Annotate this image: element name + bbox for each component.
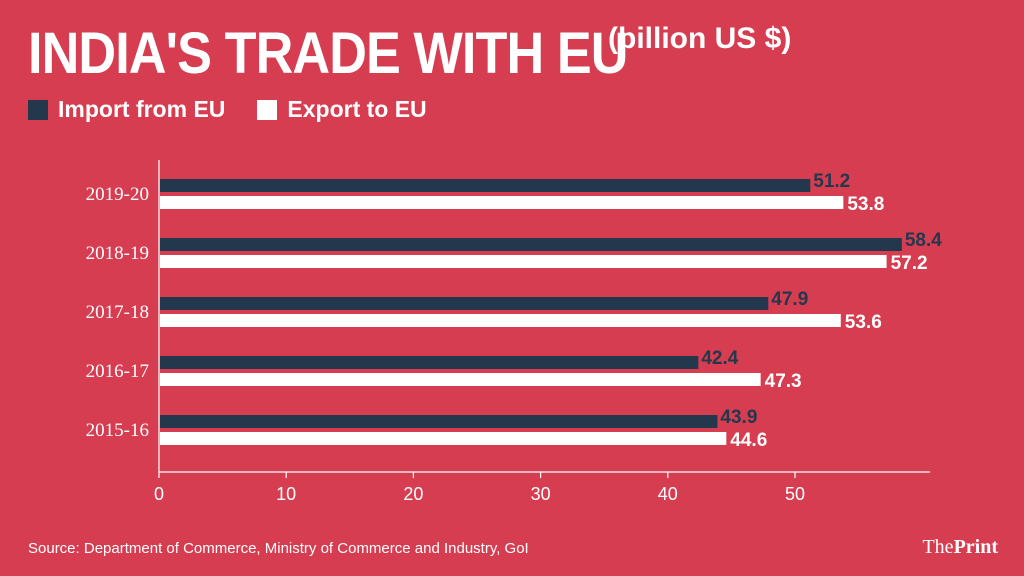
bar-import — [160, 238, 902, 251]
x-tick-label: 0 — [154, 484, 164, 504]
data-label-export: 53.8 — [847, 194, 884, 215]
bar-import — [160, 297, 769, 310]
x-tick-label: 10 — [276, 484, 296, 504]
bar-import — [160, 179, 811, 192]
legend-label-export: Export to EU — [287, 96, 427, 122]
category-label: 2018-19 — [86, 243, 149, 264]
data-label-import: 43.9 — [720, 407, 757, 428]
legend: Import from EU Export to EU — [28, 96, 459, 123]
data-label-export: 47.3 — [765, 371, 802, 392]
x-tick-label: 20 — [403, 484, 423, 504]
category-label: 2015-16 — [86, 420, 149, 441]
x-tick-label: 30 — [531, 484, 551, 504]
bar-export — [160, 432, 727, 445]
bar-export — [160, 314, 841, 327]
legend-swatch-import — [28, 99, 48, 120]
chart-title-row: INDIA'S TRADE WITH EU — [28, 20, 694, 87]
data-label-export: 57.2 — [891, 253, 928, 274]
bar-import — [160, 356, 699, 369]
data-label-import: 51.2 — [813, 171, 850, 192]
source-note: Source: Department of Commerce, Ministry… — [28, 540, 529, 557]
bar-export — [160, 196, 844, 209]
chart-unit: (billion US $) — [608, 22, 792, 55]
category-label: 2019-20 — [86, 184, 149, 205]
bar-export — [160, 255, 887, 268]
legend-item-import: Import from EU — [28, 96, 225, 123]
bar-export — [160, 373, 761, 386]
brand-logo: ThePrint — [922, 536, 998, 559]
data-label-import: 58.4 — [905, 230, 942, 251]
bar-import — [160, 415, 718, 428]
data-label-export: 44.6 — [730, 430, 767, 451]
legend-item-export: Export to EU — [257, 96, 427, 123]
brand-print: Print — [953, 536, 998, 558]
category-label: 2017-18 — [86, 302, 149, 323]
category-label: 2016-17 — [86, 361, 149, 382]
data-label-import: 42.4 — [701, 348, 738, 369]
x-tick-label: 40 — [658, 484, 678, 504]
x-tick-label: 50 — [785, 484, 805, 504]
data-label-import: 47.9 — [771, 289, 808, 310]
brand-the: The — [922, 536, 954, 558]
chart-title: INDIA'S TRADE WITH EU — [28, 21, 629, 86]
legend-label-import: Import from EU — [58, 96, 226, 122]
data-label-export: 53.6 — [845, 312, 882, 333]
legend-swatch-export — [257, 99, 278, 120]
